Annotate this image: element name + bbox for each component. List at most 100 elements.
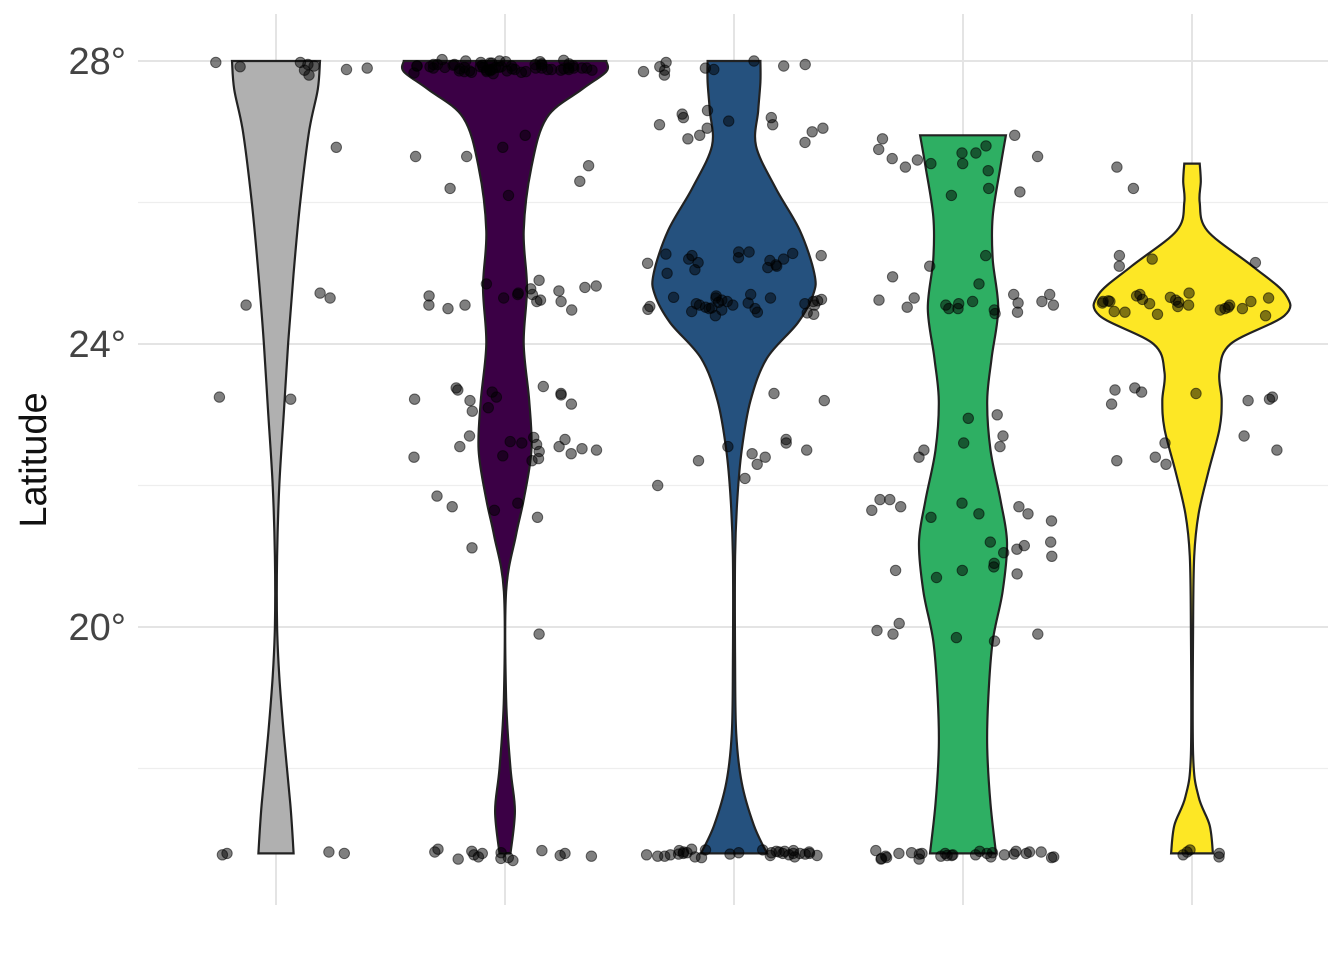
data-point (768, 387, 780, 400)
data-point (764, 292, 777, 304)
data-point (488, 504, 501, 516)
data-point (495, 847, 507, 859)
data-point (748, 55, 760, 67)
data-point (777, 253, 790, 265)
data-point (765, 111, 777, 124)
data-point (466, 542, 478, 554)
data-point (660, 248, 672, 260)
data-point (787, 844, 800, 857)
data-point (579, 281, 591, 294)
data-point (423, 290, 435, 302)
data-point (746, 448, 758, 460)
data-point (554, 849, 566, 862)
data-point (895, 501, 907, 513)
data-point (1046, 550, 1058, 562)
data-point (497, 141, 509, 154)
violin-5 (1092, 162, 1292, 855)
data-point (1151, 308, 1164, 320)
data-point (879, 850, 892, 862)
data-point (497, 450, 509, 462)
data-point (973, 278, 985, 290)
data-point (871, 624, 883, 637)
data-point (454, 440, 466, 453)
data-point (498, 292, 510, 304)
data-point (667, 291, 680, 303)
data-point (988, 561, 1000, 573)
data-point (701, 104, 714, 117)
data-point (901, 301, 913, 313)
data-point (1045, 536, 1057, 548)
data-point (873, 143, 885, 156)
data-point (213, 391, 226, 403)
data-point (745, 288, 757, 301)
data-point (1160, 458, 1172, 470)
data-point (1119, 306, 1131, 318)
data-point (759, 451, 771, 463)
data-point (640, 849, 653, 861)
y-tick-label: 28° (69, 41, 126, 83)
data-point (913, 451, 925, 463)
data-point (565, 448, 577, 460)
data-point (991, 409, 1003, 421)
data-point (324, 292, 336, 304)
data-point (574, 175, 586, 188)
data-point (980, 140, 992, 152)
data-point (866, 504, 878, 516)
data-point (690, 298, 702, 310)
data-point (899, 161, 912, 173)
data-point (458, 61, 471, 74)
data-point (980, 249, 992, 262)
data-point (803, 846, 815, 858)
data-point (1018, 539, 1031, 552)
data-point (330, 141, 342, 154)
data-point (801, 307, 813, 319)
data-point (958, 437, 970, 449)
data-point (930, 571, 943, 584)
data-point (1164, 291, 1177, 303)
data-point (653, 119, 666, 131)
data-point (1249, 256, 1262, 269)
data-point (998, 849, 1011, 861)
data-point (432, 843, 444, 855)
data-point (913, 853, 925, 865)
data-point (887, 628, 899, 640)
data-point (762, 261, 774, 274)
data-point (686, 249, 698, 262)
y-tick-labels: 28° 24° 20° (69, 41, 126, 649)
data-point (409, 150, 422, 163)
data-point (1113, 249, 1126, 262)
data-point (452, 853, 464, 865)
data-point (555, 64, 567, 76)
data-point (285, 393, 297, 405)
data-point (801, 444, 813, 456)
data-point (699, 844, 712, 856)
data-point (1047, 299, 1060, 311)
data-point (884, 493, 896, 506)
data-point (957, 157, 969, 170)
data-point (553, 440, 565, 453)
data-point (664, 849, 677, 861)
data-point (536, 844, 548, 857)
data-point (512, 497, 524, 509)
data-point (1022, 508, 1034, 520)
data-point (482, 402, 494, 414)
data-point (681, 847, 693, 859)
data-point (870, 844, 882, 857)
data-point (956, 497, 968, 509)
data-point (216, 849, 229, 861)
data-point (1262, 292, 1275, 304)
data-point (1181, 846, 1193, 858)
data-point (210, 56, 222, 69)
data-point (323, 846, 335, 858)
data-point (1032, 628, 1044, 640)
data-point (778, 60, 790, 72)
data-point (1031, 150, 1044, 163)
data-point (1111, 161, 1123, 173)
data-point (1013, 501, 1025, 513)
data-point (442, 302, 454, 315)
data-point (998, 547, 1010, 559)
data-point (984, 536, 996, 548)
data-point (431, 58, 444, 71)
data-point (677, 111, 690, 124)
data-point (466, 845, 478, 857)
